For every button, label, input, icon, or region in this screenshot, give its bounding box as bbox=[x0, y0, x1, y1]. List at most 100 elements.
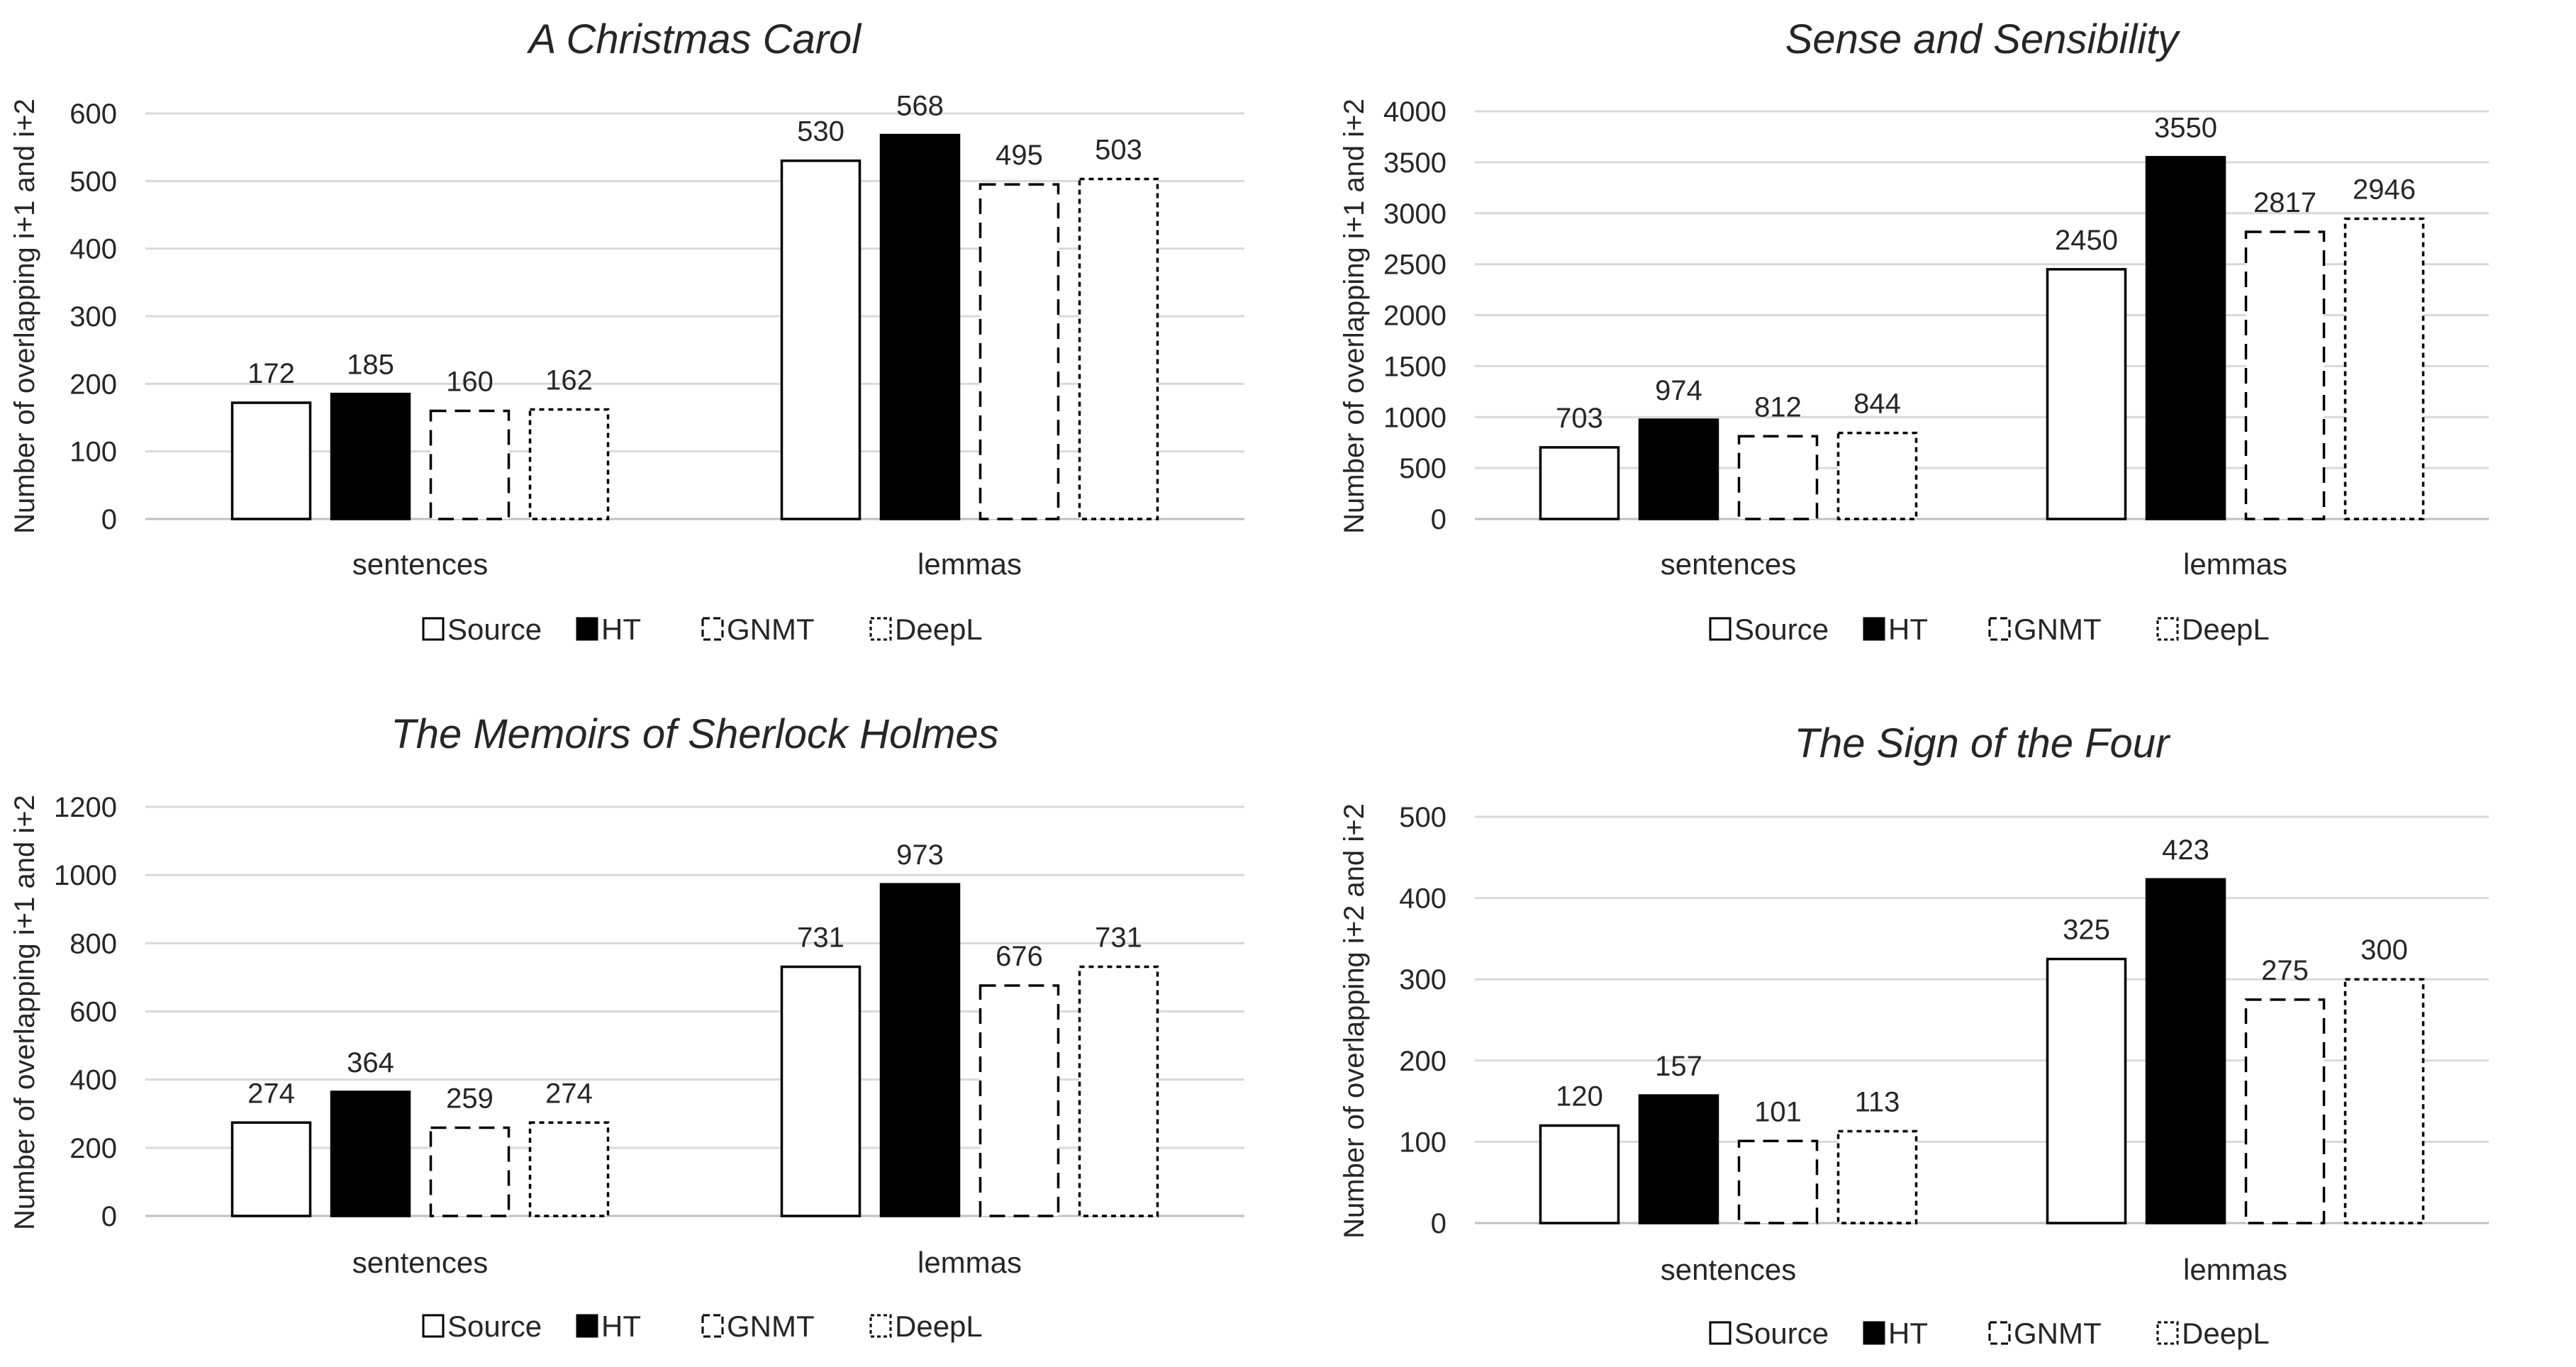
y-tick-label: 1000 bbox=[1383, 402, 1446, 433]
bar-source-sentences bbox=[230, 1121, 312, 1217]
data-label-gnmt-lemmas: 2817 bbox=[2253, 187, 2316, 218]
y-tick-label: 0 bbox=[1431, 1208, 1446, 1239]
y-axis-label: Number of overlapping i+1 and i+2 bbox=[9, 795, 40, 1230]
legend-swatch-deepl bbox=[869, 617, 892, 641]
legend: Source HT GNMT DeepL bbox=[1709, 1317, 2270, 1350]
y-tick-label: 3000 bbox=[1383, 199, 1446, 230]
y-tick-label: 600 bbox=[69, 997, 117, 1028]
y-axis-label: Number of overlapping i+2 and i+2 bbox=[1339, 803, 1370, 1239]
bar-source-lemmas bbox=[2046, 268, 2127, 520]
legend-label-deepl: DeepL bbox=[895, 613, 983, 646]
data-label-deepl-sentences: 113 bbox=[1855, 1087, 1900, 1118]
data-label-source-sentences: 120 bbox=[1556, 1081, 1603, 1112]
data-label-deepl-lemmas: 503 bbox=[1095, 134, 1142, 165]
data-label-source-sentences: 172 bbox=[247, 358, 295, 389]
data-label-ht-lemmas: 568 bbox=[896, 91, 944, 122]
legend-label-source: Source bbox=[1734, 1317, 1829, 1350]
y-tick-label: 300 bbox=[69, 301, 117, 333]
legend-label-gnmt: GNMT bbox=[2014, 613, 2102, 646]
data-label-deepl-lemmas: 300 bbox=[2360, 934, 2408, 966]
x-category-label-sentences: sentences bbox=[1661, 547, 1796, 581]
chart-svg-the-sign-of-the-four: The Sign of the Four 0 100 200 300 400 500 Numb… bbox=[1339, 720, 2489, 1350]
chart-title: Sense and Sensibility bbox=[1785, 16, 2181, 62]
data-label-deepl-sentences: 274 bbox=[545, 1078, 593, 1109]
bar-ht-sentences bbox=[1638, 418, 1719, 520]
y-tick-label: 1200 bbox=[54, 792, 117, 823]
bar-gnmt-lemmas bbox=[978, 183, 1060, 520]
data-label-source-lemmas: 2450 bbox=[2055, 225, 2118, 256]
legend-swatch-gnmt bbox=[701, 617, 724, 641]
legend: Source HT GNMT DeepL bbox=[422, 613, 983, 646]
chart-svg-sense-and-sensibility: Sense and Sensibility 0 500 1000 1500 2000 250… bbox=[1339, 16, 2489, 646]
legend-swatch-source bbox=[1709, 617, 1732, 641]
legend-label-source: Source bbox=[1734, 613, 1829, 646]
legend-swatch-deepl bbox=[2156, 617, 2179, 641]
y-tick-label: 200 bbox=[69, 369, 117, 400]
y-tick-label: 600 bbox=[69, 99, 117, 130]
legend-swatch-ht bbox=[1863, 617, 1885, 641]
data-label-source-sentences: 274 bbox=[247, 1078, 295, 1109]
legend-label-deepl: DeepL bbox=[895, 1310, 983, 1343]
y-tick-label: 0 bbox=[1431, 504, 1446, 535]
y-axis-label: Number of overlapping i+1 and i+2 bbox=[9, 99, 40, 534]
x-category-label-lemmas: lemmas bbox=[918, 1246, 1022, 1279]
bar-ht-sentences bbox=[1638, 1094, 1719, 1224]
bar-deepl-lemmas bbox=[1078, 177, 1159, 520]
y-tick-label: 400 bbox=[1399, 883, 1446, 915]
bar-gnmt-lemmas bbox=[2244, 998, 2326, 1224]
legend-label-ht: HT bbox=[601, 1310, 641, 1343]
legend: Source HT GNMT DeepL bbox=[1709, 613, 2270, 646]
bar-ht-lemmas bbox=[879, 133, 961, 520]
bar-source-sentences bbox=[1539, 446, 1620, 520]
bar-ht-lemmas bbox=[879, 883, 961, 1217]
legend-label-gnmt: GNMT bbox=[727, 1310, 815, 1343]
legend-label-ht: HT bbox=[1888, 1317, 1928, 1350]
y-tick-label: 1500 bbox=[1383, 351, 1446, 382]
data-label-ht-lemmas: 423 bbox=[2162, 835, 2209, 866]
bar-source-lemmas bbox=[780, 965, 862, 1217]
y-tick-label: 500 bbox=[1399, 453, 1446, 484]
y-tick-label: 100 bbox=[69, 437, 117, 468]
legend-swatch-ht bbox=[576, 617, 598, 641]
chart-panel-christmas-carol: A Christmas Carol 0 100 200 300 400 500 600 Numb… bbox=[0, 0, 1247, 666]
legend-swatch-deepl bbox=[2156, 1321, 2179, 1345]
bar-ht-lemmas bbox=[2145, 878, 2226, 1224]
legend-label-gnmt: GNMT bbox=[727, 613, 815, 646]
bar-source-sentences bbox=[1539, 1124, 1620, 1224]
data-label-ht-sentences: 974 bbox=[1655, 375, 1702, 406]
data-label-deepl-lemmas: 731 bbox=[1095, 922, 1142, 954]
legend-label-ht: HT bbox=[1888, 613, 1928, 646]
chart-svg-a-christmas-carol: A Christmas Carol 0 100 200 300 400 500 600 Numb… bbox=[9, 16, 1244, 646]
data-label-gnmt-sentences: 812 bbox=[1754, 391, 1802, 423]
bar-ht-sentences bbox=[330, 1090, 411, 1217]
data-label-gnmt-lemmas: 676 bbox=[996, 941, 1043, 972]
y-tick-label: 1000 bbox=[54, 860, 117, 891]
y-tick-label: 2000 bbox=[1383, 301, 1446, 332]
data-label-source-lemmas: 731 bbox=[797, 922, 844, 954]
y-tick-label: 200 bbox=[1399, 1046, 1446, 1077]
bar-gnmt-sentences bbox=[429, 1126, 511, 1217]
data-label-ht-sentences: 157 bbox=[1655, 1051, 1702, 1082]
legend-label-source: Source bbox=[447, 1310, 542, 1343]
y-tick-label: 100 bbox=[1399, 1127, 1446, 1158]
legend-swatch-gnmt bbox=[1988, 617, 2011, 641]
chart-title: The Memoirs of Sherlock Holmes bbox=[391, 711, 998, 757]
bar-deepl-sentences bbox=[528, 408, 610, 520]
bar-gnmt-sentences bbox=[429, 409, 511, 520]
y-tick-label: 0 bbox=[101, 1201, 117, 1232]
data-label-deepl-sentences: 844 bbox=[1853, 389, 1901, 420]
legend-swatch-ht bbox=[576, 1314, 598, 1338]
x-category-label-lemmas: lemmas bbox=[2183, 547, 2287, 581]
x-category-label-lemmas: lemmas bbox=[2183, 1253, 2287, 1286]
chart-svg-the-memoirs-of-sherlock-holmes: The Memoirs of Sherlock Holmes 0 200 400 600… bbox=[9, 711, 1244, 1343]
legend-label-gnmt: GNMT bbox=[2014, 1317, 2102, 1350]
data-label-gnmt-sentences: 101 bbox=[1754, 1096, 1802, 1127]
bar-deepl-lemmas bbox=[2343, 217, 2425, 520]
chart-panel-sign-of-the-four: The Sign of the Four 0 100 200 300 400 500 Numb… bbox=[1329, 698, 2576, 1365]
data-label-deepl-lemmas: 2946 bbox=[2353, 174, 2416, 206]
y-tick-label: 500 bbox=[1399, 802, 1446, 833]
y-axis-label: Number of overlapping i+1 and i+2 bbox=[1339, 99, 1370, 534]
bar-deepl-sentences bbox=[1836, 431, 1918, 520]
bar-source-sentences bbox=[230, 401, 312, 520]
x-category-label-sentences: sentences bbox=[352, 1246, 488, 1279]
